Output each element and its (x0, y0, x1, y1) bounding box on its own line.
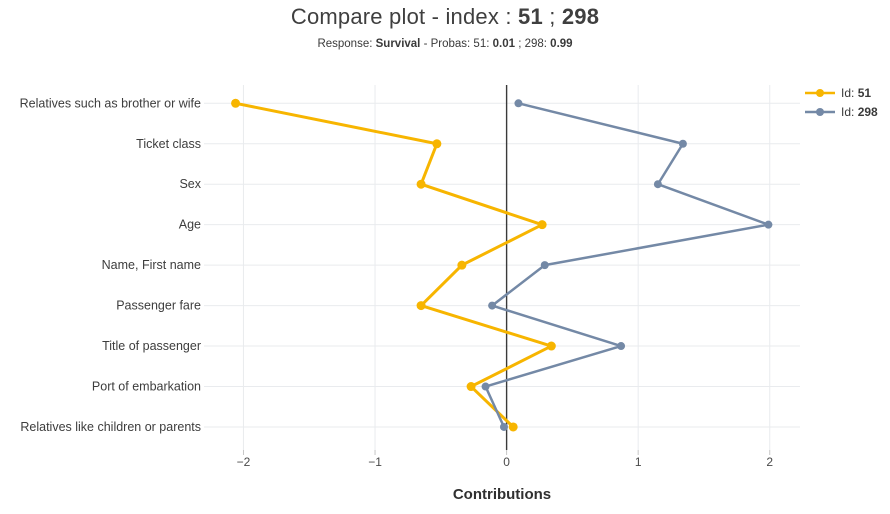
subtitle-proba-298: 0.99 (550, 38, 573, 50)
legend-item-id-298[interactable]: Id: 298 (804, 104, 878, 119)
category-labels: Relatives such as brother or wife Ticket … (20, 96, 202, 434)
title-index-2: 298 (561, 4, 600, 29)
data-point[interactable] (488, 301, 497, 310)
data-point[interactable] (514, 99, 523, 108)
series-id-51 (231, 98, 556, 432)
category-label: Age (179, 218, 201, 232)
legend-label: Id: 298 (841, 104, 878, 119)
data-point[interactable] (416, 301, 426, 311)
x-tick-label: −2 (237, 455, 251, 469)
category-label: Title of passenger (102, 339, 201, 353)
x-axis-title: Contributions (452, 486, 552, 503)
subtitle-response-value: Survival (375, 38, 421, 50)
data-point[interactable] (508, 422, 518, 432)
data-point[interactable] (617, 342, 626, 351)
category-label: Relatives like children or parents (20, 420, 201, 434)
subtitle-proba-51: 0.01 (492, 38, 515, 50)
data-point[interactable] (481, 382, 490, 391)
x-gridlines (242, 85, 771, 450)
data-point[interactable] (540, 261, 549, 270)
category-label: Sex (179, 177, 201, 191)
legend-line-sample (805, 107, 835, 116)
category-label: Name, First name (102, 258, 201, 272)
data-point[interactable] (678, 139, 687, 148)
subtitle-probas-sep: ; 298: (515, 38, 551, 50)
data-point[interactable] (764, 220, 773, 229)
subtitle-probas-label: - Probas: 51: (420, 38, 493, 50)
x-axis-ticks: −2 −1 0 1 2 (237, 450, 773, 469)
title-prefix: Compare plot - index : (290, 4, 519, 29)
title-separator: ; (542, 4, 562, 29)
data-point[interactable] (653, 180, 662, 189)
data-point[interactable] (432, 139, 442, 149)
series-id-298 (481, 99, 773, 431)
subtitle-response-label: Response: (317, 38, 376, 50)
category-label: Ticket class (136, 137, 201, 151)
data-point[interactable] (466, 382, 476, 392)
data-point[interactable] (457, 260, 467, 270)
plot-title: Compare plot - index : 51 ; 298 (0, 4, 890, 30)
data-point[interactable] (416, 179, 426, 189)
x-tick-label: −1 (368, 455, 382, 469)
title-index-1: 51 (518, 4, 543, 29)
x-tick-label: 0 (503, 455, 510, 469)
y-gridlines (204, 102, 800, 428)
category-label: Relatives such as brother or wife (20, 96, 201, 110)
legend-item-id-51[interactable]: Id: 51 (804, 85, 878, 100)
legend: Id: 51 Id: 298 (804, 85, 878, 119)
data-point[interactable] (499, 422, 508, 431)
plot-subtitle: Response: Survival - Probas: 51: 0.01 ; … (0, 38, 890, 50)
category-label: Passenger fare (116, 299, 201, 313)
data-point[interactable] (231, 98, 241, 108)
data-point[interactable] (537, 220, 547, 230)
legend-label: Id: 51 (841, 85, 872, 100)
category-label: Port of embarkation (92, 380, 201, 394)
legend-line-sample (805, 88, 835, 97)
x-tick-label: 2 (766, 455, 773, 469)
data-point[interactable] (546, 341, 556, 351)
x-tick-label: 1 (635, 455, 642, 469)
